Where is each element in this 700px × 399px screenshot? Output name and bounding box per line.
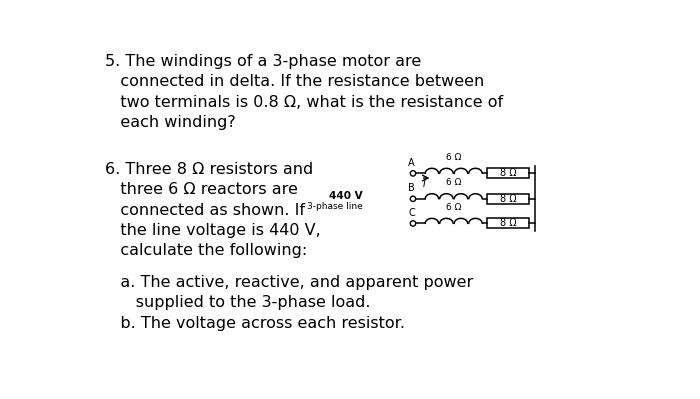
Text: 8 Ω: 8 Ω: [500, 218, 517, 229]
Text: 8 Ω: 8 Ω: [500, 194, 517, 204]
Text: a. The active, reactive, and apparent power
      supplied to the 3-phase load.
: a. The active, reactive, and apparent po…: [104, 275, 472, 331]
Text: 440 V: 440 V: [329, 192, 363, 201]
Text: 5. The windings of a 3-phase motor are
   connected in delta. If the resistance : 5. The windings of a 3-phase motor are c…: [104, 54, 503, 130]
Text: 6 Ω: 6 Ω: [446, 153, 461, 162]
Text: I: I: [424, 179, 426, 189]
Text: 6 Ω: 6 Ω: [446, 178, 461, 187]
Text: B: B: [408, 184, 415, 194]
Text: 8 Ω: 8 Ω: [500, 168, 517, 178]
Bar: [486, 218, 529, 229]
Text: 6 Ω: 6 Ω: [446, 203, 461, 212]
Bar: [486, 194, 529, 204]
Text: C: C: [408, 208, 415, 218]
Text: 3-phase line: 3-phase line: [307, 202, 363, 211]
Text: 6. Three 8 Ω resistors and
   three 6 Ω reactors are
   connected as shown. If
 : 6. Three 8 Ω resistors and three 6 Ω rea…: [104, 162, 321, 259]
Text: A: A: [408, 158, 415, 168]
Bar: [486, 168, 529, 178]
